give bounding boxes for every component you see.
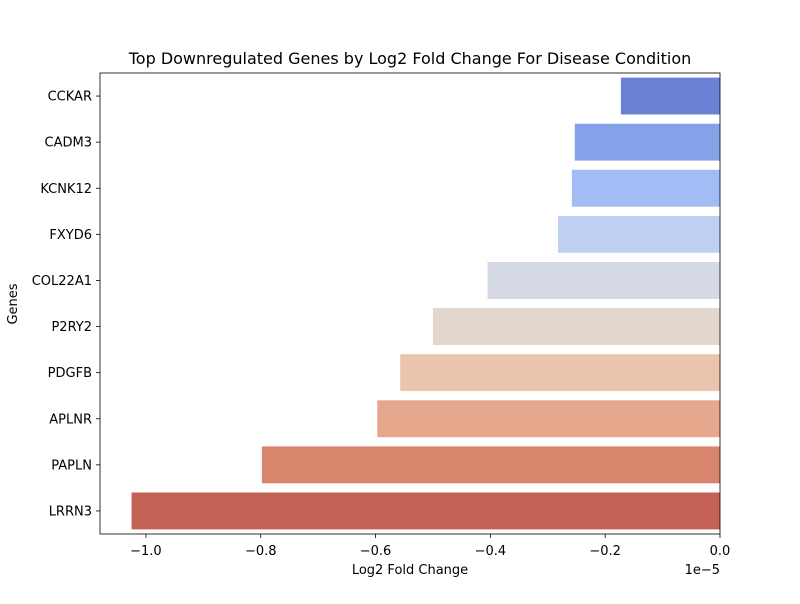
bar-p2ry2	[432, 308, 720, 345]
y-tick-label: PAPLN	[51, 458, 92, 473]
y-tick-label: APLNR	[49, 412, 92, 427]
chart-title: Top Downregulated Genes by Log2 Fold Cha…	[128, 49, 692, 68]
bar-cadm3	[574, 123, 720, 161]
x-tick-label: −1.0	[130, 544, 162, 559]
x-tick-label: −0.2	[589, 544, 621, 559]
axes-layer: CCKAR CADM3 KCNK12 FXYD6 COL22A1 P2RY2 PDGFB AP…	[32, 72, 731, 559]
bar-papln	[261, 446, 720, 484]
x-tick-label: 0.0	[710, 544, 731, 559]
y-tick-label: PDGFB	[48, 366, 92, 381]
bar-lrrn3	[131, 492, 720, 530]
x-axis-label: Log2 Fold Change	[352, 563, 468, 578]
y-tick-label: LRRN3	[49, 504, 92, 519]
bar-cckar	[620, 77, 720, 115]
y-tick-label: COL22A1	[32, 274, 92, 289]
plot-frame	[99, 72, 721, 535]
x-tick-label: −0.4	[475, 544, 507, 559]
y-tick-label: CCKAR	[48, 90, 92, 105]
y-tick-label: FXYD6	[49, 228, 92, 243]
bar-fxyd6	[558, 215, 720, 253]
y-tick-label: KCNK12	[40, 182, 92, 197]
bar-aplnr	[377, 400, 720, 438]
bar-pdgfb	[400, 354, 720, 392]
bar-col22a1	[487, 262, 720, 299]
y-tick-label: CADM3	[45, 136, 92, 151]
x-tick-label: −0.6	[360, 544, 392, 559]
y-axis-label: Genes	[6, 283, 21, 324]
bars-layer	[131, 77, 720, 530]
x-tick-label: −0.8	[245, 544, 277, 559]
bar-kcnk12	[571, 169, 720, 207]
x-axis-offset-label: 1e−5	[685, 563, 720, 578]
y-tick-label: P2RY2	[51, 320, 92, 335]
